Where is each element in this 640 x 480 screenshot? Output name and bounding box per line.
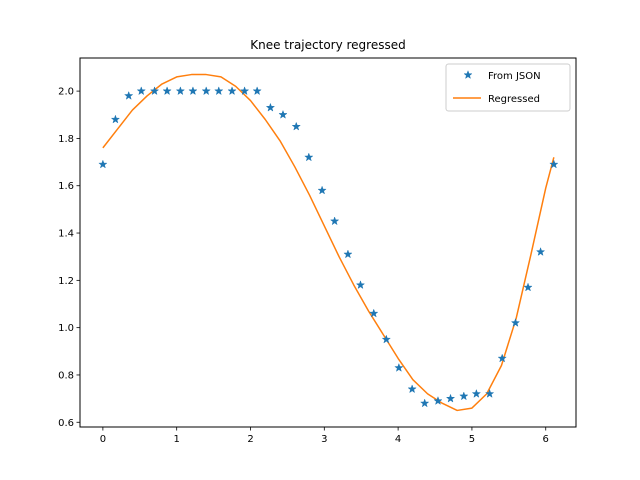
x-tick-label: 6 — [543, 434, 549, 445]
axis-ticks: 0 1 2 3 4 5 6 0.6 0.8 1.0 1.2 1.4 1.6 1.8 2.0 — [58, 87, 549, 445]
data-point — [252, 86, 262, 96]
data-point — [407, 384, 417, 394]
x-tick-label: 0 — [100, 434, 106, 445]
legend-label-from-json: From JSON — [488, 71, 541, 82]
data-point — [317, 185, 327, 195]
data-point — [304, 152, 314, 162]
legend-box — [445, 63, 571, 112]
y-tick-label: 0.6 — [58, 418, 74, 429]
data-point — [110, 114, 121, 124]
legend-label-regressed: Regressed — [488, 94, 540, 105]
y-tick-label: 0.8 — [58, 370, 74, 381]
data-point — [329, 216, 340, 226]
data-point — [278, 109, 288, 119]
x-tick-label: 1 — [174, 434, 180, 445]
data-point — [136, 86, 146, 96]
data-point — [419, 398, 430, 408]
data-point — [535, 247, 546, 256]
data-point — [355, 280, 366, 290]
data-point — [149, 86, 160, 96]
data-point — [459, 391, 469, 401]
data-point — [291, 121, 301, 131]
y-tick-label: 1.6 — [58, 181, 74, 192]
data-point — [549, 159, 559, 169]
data-point — [227, 86, 237, 96]
x-tick-label: 2 — [247, 434, 253, 445]
y-tick-label: 1.8 — [58, 134, 74, 145]
data-point — [239, 86, 250, 96]
data-point — [124, 90, 134, 100]
data-point — [188, 86, 198, 96]
data-point — [523, 282, 533, 292]
y-tick-label: 1.0 — [58, 323, 74, 334]
data-point — [433, 396, 443, 405]
data-point — [484, 388, 495, 398]
data-point — [343, 249, 353, 259]
legend: From JSON Regressed — [445, 63, 571, 112]
data-point — [381, 334, 392, 344]
data-point — [445, 393, 456, 403]
x-tick-label: 3 — [321, 434, 327, 445]
plot-area — [98, 73, 559, 412]
y-tick-label: 1.2 — [58, 276, 74, 287]
y-tick-label: 2.0 — [58, 87, 74, 98]
axes-frame — [79, 57, 577, 428]
y-tick-label: 1.4 — [58, 229, 74, 240]
data-point — [98, 159, 108, 169]
data-point — [471, 388, 482, 398]
data-point — [214, 86, 224, 96]
legend-marker-from-json — [463, 70, 473, 80]
series-line-regressed — [102, 73, 555, 412]
x-tick-label: 5 — [469, 434, 475, 445]
data-point — [497, 353, 507, 363]
data-point — [162, 86, 172, 96]
data-point — [369, 308, 379, 318]
data-point — [510, 317, 521, 327]
data-point — [265, 102, 276, 112]
data-point — [175, 86, 186, 96]
chart-title: Knee trajectory regressed — [250, 38, 405, 52]
data-point — [394, 362, 404, 372]
x-tick-label: 4 — [395, 434, 401, 445]
data-point — [201, 86, 211, 96]
